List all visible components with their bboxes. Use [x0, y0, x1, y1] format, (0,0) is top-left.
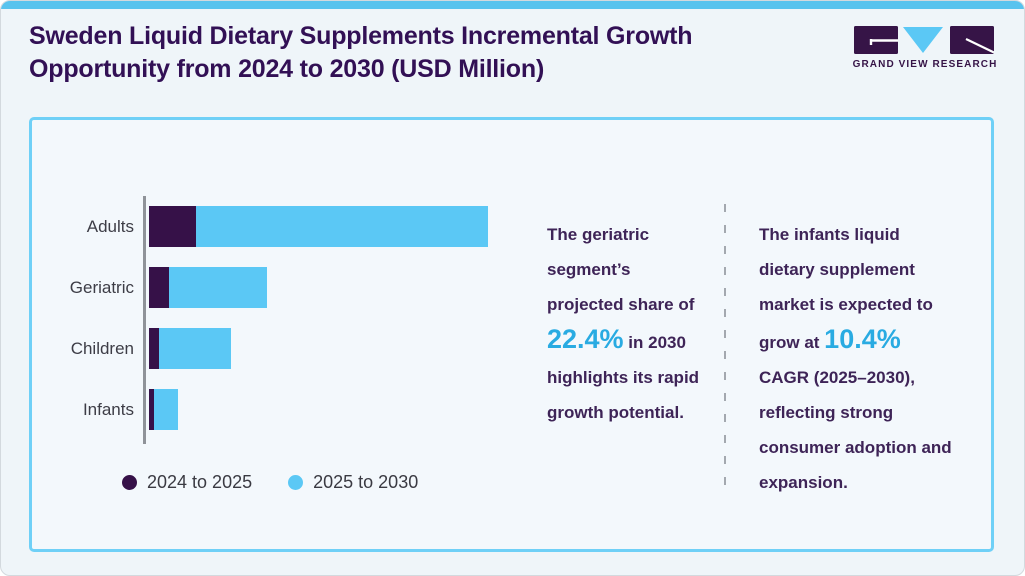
bar-track: [149, 389, 179, 430]
top-accent-strip: [1, 1, 1024, 9]
bar-segment-2025-to-2030: [196, 206, 488, 247]
bar-track: [149, 267, 267, 308]
legend-label: 2025 to 2030: [313, 472, 419, 492]
bar-row-adults: Adults: [36, 206, 488, 247]
callout-infants-highlight: 10.4%: [824, 324, 901, 354]
callout-geriatric-text-after: in 2030 highlights its rapid growth pote…: [547, 333, 700, 422]
bar-segment-2024-to-2025: [149, 328, 160, 369]
category-label: Adults: [86, 216, 134, 236]
page-title: Sweden Liquid Dietary Supplements Increm…: [29, 20, 809, 86]
category-label: Geriatric: [69, 277, 134, 297]
legend-color-dot: [288, 475, 304, 490]
grand-view-research-logo: GRAND VIEW RESEARCH: [852, 26, 998, 70]
callout-infants-text-before: The infants liquid dietary supplement ma…: [759, 225, 933, 352]
logo-brand-text: GRAND VIEW RESEARCH: [852, 59, 998, 70]
chart-y-axis-line: [143, 196, 146, 444]
bar-segment-2024-to-2025: [149, 206, 197, 247]
callout-infants: The infants liquid dietary supplement ma…: [759, 217, 954, 500]
bar-segment-2025-to-2030: [159, 328, 232, 369]
legend-item: 2024 to 2025: [122, 472, 252, 493]
bar-segment-2024-to-2025: [149, 267, 170, 308]
bar-row-geriatric: Geriatric: [36, 267, 488, 308]
bar-chart: Adults Geriatric Children Infants: [36, 206, 488, 450]
gvr-logo-icon: [854, 26, 995, 54]
page-title-line2: Opportunity from 2024 to 2030 (USD Milli…: [29, 55, 545, 83]
chart-legend: 2024 to 2025 2025 to 2030: [122, 472, 418, 493]
chart-card: Adults Geriatric Children Infants 2024 to 2…: [29, 117, 994, 552]
callout-geriatric-highlight: 22.4%: [547, 324, 624, 354]
callout-geriatric-text-before: The geriatric segment’s projected share …: [547, 225, 695, 314]
dashed-divider: [724, 204, 726, 496]
bar-segment-2024-to-2025: [149, 389, 155, 430]
legend-label: 2024 to 2025: [147, 472, 253, 492]
bar-track: [149, 328, 232, 369]
page-title-line1: Sweden Liquid Dietary Supplements Increm…: [29, 22, 693, 50]
category-label: Infants: [82, 399, 134, 419]
callout-infants-text-after: CAGR (2025–2030), reflecting strong cons…: [759, 368, 952, 492]
legend-color-dot: [122, 475, 137, 490]
legend-item: 2025 to 2030: [288, 472, 418, 493]
bar-track: [149, 206, 488, 247]
bar-row-infants: Infants: [36, 389, 488, 430]
bar-segment-2025-to-2030: [154, 389, 179, 430]
bar-segment-2025-to-2030: [169, 267, 267, 308]
bar-row-children: Children: [36, 328, 488, 369]
category-label: Children: [70, 338, 134, 358]
callout-geriatric: The geriatric segment’s projected share …: [547, 217, 702, 430]
